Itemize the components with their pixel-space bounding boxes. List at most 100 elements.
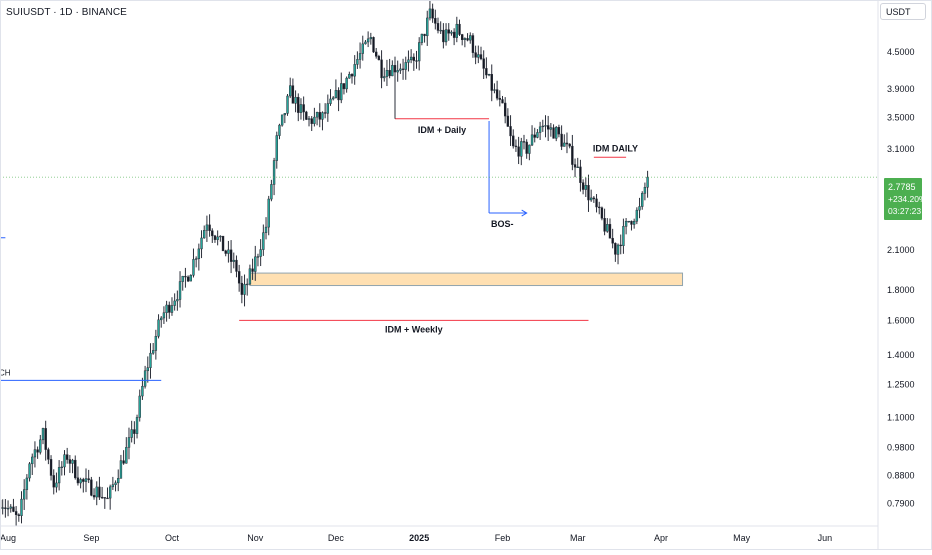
candle-body — [520, 141, 523, 157]
candle-body — [514, 145, 518, 148]
time-axis[interactable]: Aug Sep Oct Nov Dec 2025 Feb Mar Apr May Jun — [0, 533, 832, 543]
candle-body — [141, 385, 144, 397]
demand-zone — [249, 272, 684, 287]
candle-body — [611, 237, 614, 244]
candle-body — [87, 478, 90, 481]
candle-body — [600, 207, 604, 219]
candle-body — [100, 496, 104, 499]
candle-body — [60, 466, 63, 468]
price-axis[interactable]: 4.50003.90003.50003.10002.40002.10001.80… — [887, 47, 915, 508]
candle-body — [487, 74, 491, 76]
candle-body — [189, 274, 192, 282]
candle-body — [385, 70, 389, 77]
last-price-change: +234.20% — [888, 194, 927, 204]
candle-body — [474, 52, 477, 58]
candle-body — [181, 275, 184, 282]
candle-body — [267, 198, 270, 228]
candle-body — [552, 127, 555, 139]
candle-body — [546, 125, 550, 130]
candle-body — [342, 83, 346, 90]
candle-body — [235, 259, 238, 272]
candle-body — [302, 104, 305, 113]
candle-body — [326, 103, 330, 114]
candle-body — [444, 29, 448, 43]
candle-body — [563, 142, 566, 147]
candle-body — [168, 304, 171, 313]
candle-body — [90, 479, 93, 496]
candle-body — [415, 60, 418, 62]
time-tick-label: Jun — [818, 533, 833, 543]
candle-body — [146, 367, 149, 372]
candle-body — [598, 206, 601, 209]
price-tick-label: 0.7900 — [887, 499, 915, 509]
candle-body — [568, 143, 571, 147]
last-price-value: 2.7785 — [888, 182, 916, 192]
candle-body — [84, 478, 88, 482]
candle-body — [297, 96, 300, 113]
price-tick-label: 3.9000 — [887, 84, 915, 94]
time-tick-label: Apr — [654, 533, 668, 543]
candle-body — [560, 133, 563, 147]
annotation-idm-weekly: IDM + Weekly — [385, 324, 443, 334]
candle-body — [286, 95, 289, 114]
candle-body — [79, 479, 82, 484]
candle-body — [173, 300, 176, 306]
candle-body — [208, 224, 211, 231]
candle-body — [447, 29, 450, 34]
candle-body — [399, 68, 402, 71]
candle-body — [323, 112, 327, 114]
candle-body — [205, 224, 209, 231]
time-tick-label: Dec — [328, 533, 345, 543]
candle-body — [237, 271, 241, 284]
candle-body — [55, 482, 58, 488]
candle-body — [632, 220, 636, 225]
candle-body — [471, 35, 475, 53]
candle-body — [541, 125, 544, 128]
candle-body — [17, 514, 21, 516]
time-tick-label: Nov — [247, 533, 264, 543]
candle-body — [528, 144, 531, 154]
candle-body — [337, 90, 340, 101]
candle-body — [426, 17, 429, 37]
candle-body — [240, 282, 244, 295]
price-tick-label: 4.5000 — [887, 47, 915, 57]
candle-body — [114, 482, 117, 485]
candle-body — [442, 29, 445, 43]
candle-body — [4, 507, 7, 509]
candle-body — [162, 312, 166, 319]
candle-body — [450, 31, 453, 34]
candle-body — [340, 83, 343, 101]
candle-body — [460, 34, 464, 40]
candle-body — [221, 235, 225, 252]
candle-body — [138, 395, 141, 418]
candle-body — [111, 484, 115, 488]
candle-body — [98, 486, 101, 498]
candle-body — [334, 90, 338, 99]
price-tick-label: 3.1000 — [887, 144, 915, 154]
candle-body — [299, 104, 303, 113]
annotation-ch: CH — [0, 368, 11, 377]
candle-body — [525, 141, 528, 154]
candle-body — [251, 268, 254, 272]
candle-body — [36, 449, 39, 453]
currency-selector[interactable]: USDT — [880, 3, 926, 20]
candle-body — [358, 53, 362, 60]
price-tick-label: 1.1000 — [887, 413, 915, 423]
candle-body — [44, 428, 47, 450]
candle-body — [646, 176, 649, 188]
candle-body — [522, 141, 526, 143]
candle-body — [283, 113, 287, 116]
candle-body — [557, 127, 561, 135]
candle-body — [275, 135, 278, 161]
candle-body — [439, 29, 442, 32]
time-tick-label: Oct — [165, 533, 180, 543]
candle-body — [635, 209, 639, 222]
candle-body — [463, 38, 467, 40]
candle-body — [280, 114, 284, 126]
candle-body — [361, 43, 364, 54]
candle-body — [243, 283, 246, 295]
candle-body — [313, 116, 316, 124]
symbol-title[interactable]: SUIUSDT · 1D · BINANCE — [6, 7, 127, 18]
